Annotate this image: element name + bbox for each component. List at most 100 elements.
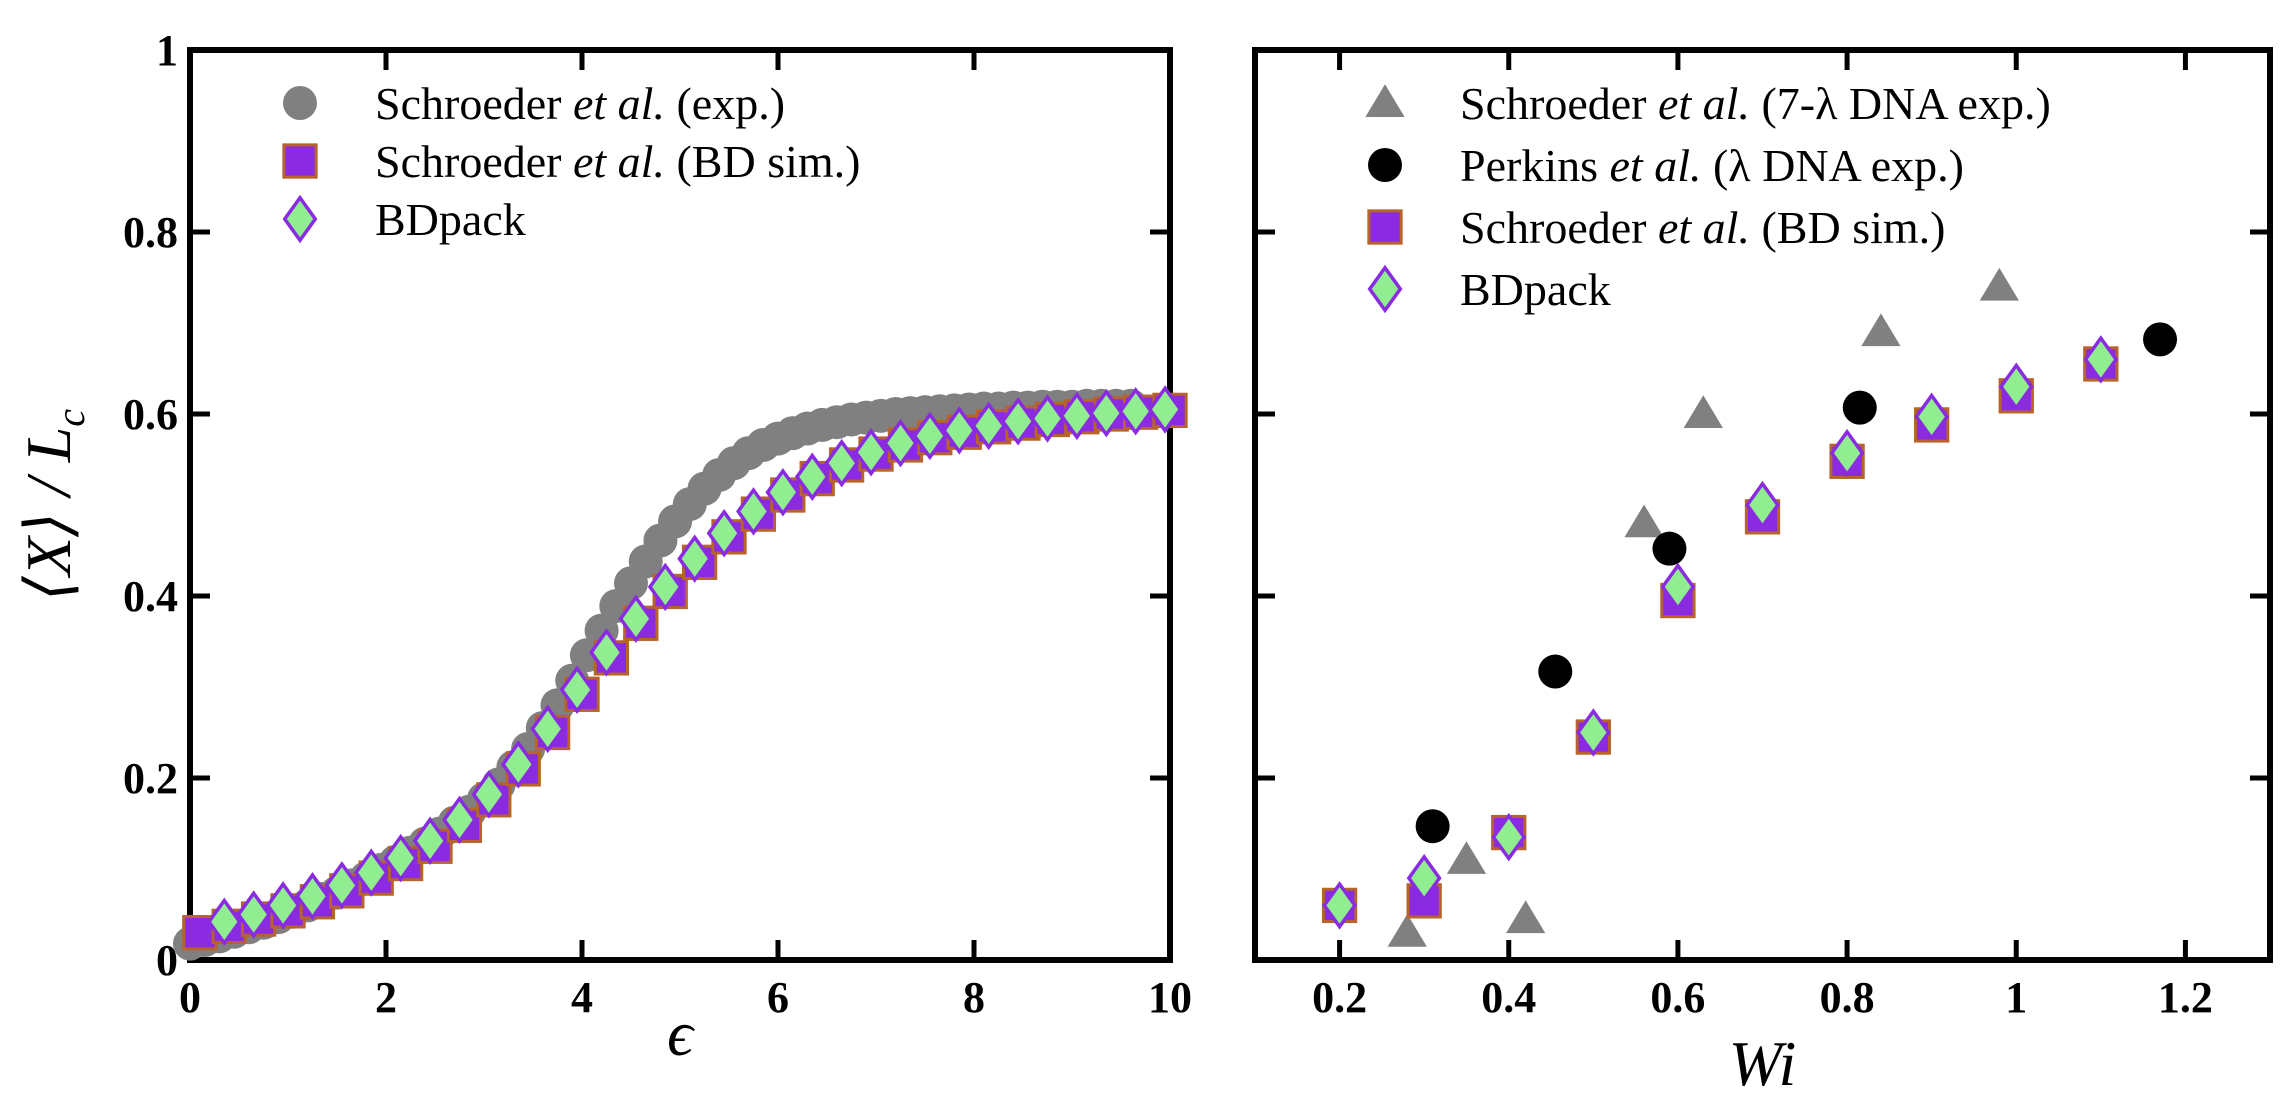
legend-entry: BDpack (375, 194, 526, 245)
data-point (1491, 812, 1527, 862)
data-point (1998, 362, 2034, 411)
data-point (1030, 394, 1065, 443)
y-tick-label: 0.8 (123, 208, 178, 257)
data-point (1624, 504, 1664, 538)
data-point (412, 816, 448, 866)
y-tick-label: 0 (156, 936, 178, 985)
data-point (647, 562, 683, 612)
legend: Schroeder et al. (7-λ DNA exp.) Perkins e… (1365, 78, 2051, 315)
data-point (824, 438, 860, 488)
legend-entry: Schroeder et al. (7-λ DNA exp.) (1460, 78, 2051, 129)
y-axis-label: ⟨X⟩ / Lc (13, 409, 93, 601)
legend-marker (282, 194, 318, 244)
data-point (1842, 390, 1877, 425)
data-point (1914, 392, 1950, 441)
x-axis-label: ϵ (667, 998, 695, 1069)
data-point (383, 833, 419, 883)
data-point (1322, 881, 1358, 930)
left-panel: 0 2 4 6 8 10 0 0.2 0.4 0.6 0.8 1 Schroeder et al. (e… (13, 26, 1192, 1069)
data-point (794, 452, 830, 502)
data-point (265, 881, 301, 930)
x-tick-label: 1 (2005, 973, 2027, 1022)
data-point (206, 897, 242, 947)
data-point (589, 628, 624, 677)
data-point (853, 427, 889, 477)
data-point (236, 890, 272, 939)
data-point (1861, 313, 1901, 347)
data-point (941, 406, 977, 455)
data-point (1745, 480, 1780, 530)
data-point (1652, 531, 1687, 566)
x-tick-label: 0.8 (1820, 973, 1875, 1022)
plot-frame (187, 47, 1173, 963)
data-point (1446, 841, 1487, 874)
legend-marker (1367, 209, 1403, 245)
data-point (500, 740, 536, 789)
x-tick-label: 1.2 (2158, 973, 2213, 1022)
data-point (2083, 335, 2119, 384)
data-point (912, 411, 948, 461)
data-point (1829, 428, 1865, 478)
data-point (618, 594, 654, 643)
legend-marker (283, 86, 317, 120)
data-point (1979, 267, 2019, 301)
data-point (883, 418, 918, 468)
series-triangle (1387, 267, 2019, 947)
x-axis-label: Wi (1729, 1028, 1797, 1096)
data-point (559, 665, 595, 714)
data-point (530, 704, 566, 754)
legend-entry: Schroeder et al. (BD sim.) (1460, 202, 1945, 253)
data-point (1387, 914, 1427, 947)
legend-marker (282, 143, 318, 179)
x-tick-label: 6 (767, 973, 789, 1022)
series-square (182, 392, 1188, 951)
data-point (1118, 387, 1154, 436)
data-point (295, 872, 330, 921)
legend-marker (1368, 148, 1402, 182)
data-point (706, 508, 742, 558)
data-point (1088, 388, 1124, 438)
data-point (353, 848, 389, 897)
y-tick-label: 0.6 (123, 390, 178, 439)
legend-entry: Schroeder et al. (BD sim.) (375, 136, 860, 187)
data-point (1506, 900, 1546, 934)
data-point (442, 795, 477, 845)
data-point (1538, 654, 1573, 689)
data-point (736, 487, 771, 536)
series-circle (173, 388, 1148, 961)
data-point (1415, 809, 1450, 844)
legend-marker (1367, 264, 1403, 314)
data-point (1406, 853, 1442, 903)
data-point (1660, 562, 1696, 612)
data-point (1000, 397, 1036, 446)
y-tick-label: 0.4 (123, 572, 178, 621)
data-point (1059, 391, 1095, 441)
series-circle (1415, 322, 2178, 844)
series-diamond (206, 385, 1183, 947)
data-point (677, 534, 713, 583)
x-tick-label: 0.4 (1481, 973, 1536, 1022)
x-tick-label: 10 (1148, 973, 1192, 1022)
data-point (765, 468, 801, 517)
legend-entry: Schroeder et al. (exp.) (375, 78, 785, 129)
data-point (471, 770, 507, 819)
y-tick-label: 1 (156, 26, 178, 75)
data-point (324, 861, 360, 910)
x-tick-label: 0 (179, 973, 201, 1022)
legend-marker (1365, 84, 1405, 118)
x-tick-label: 0.2 (1312, 973, 1367, 1022)
data-point (1575, 708, 1611, 757)
data-point (971, 401, 1007, 451)
x-tick-label: 2 (375, 973, 397, 1022)
data-point (1147, 385, 1183, 434)
x-tick-label: 4 (571, 973, 593, 1022)
x-tick-label: 8 (963, 973, 985, 1022)
series-diamond (1322, 335, 2119, 930)
legend-entry: Perkins et al. (λ DNA exp.) (1460, 140, 1964, 191)
data-point (1683, 395, 1723, 429)
legend: Schroeder et al. (exp.) Schroeder et al. … (282, 78, 860, 245)
right-panel: 0.2 0.4 0.6 0.8 1 1.2 Schroeder et al. (7-λ DN… (1252, 47, 2273, 1096)
data-point (2143, 322, 2178, 357)
y-tick-label: 0.2 (123, 754, 178, 803)
